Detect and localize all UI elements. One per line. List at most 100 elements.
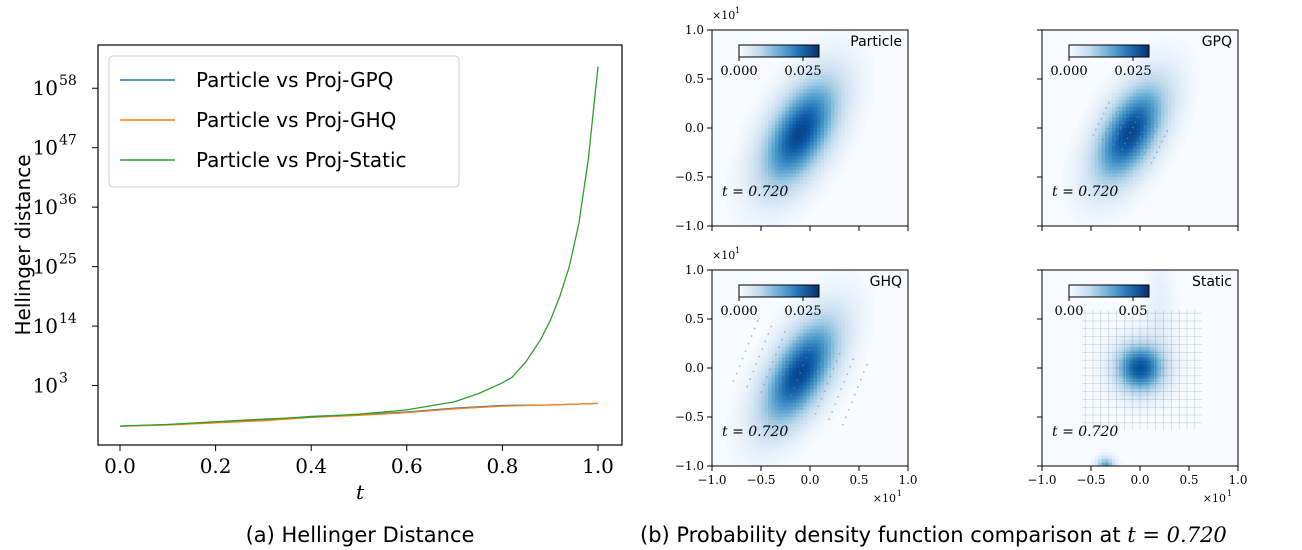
density-cell	[824, 37, 829, 42]
density-cell	[845, 336, 850, 341]
density-cell	[799, 336, 804, 341]
density-cell	[1147, 187, 1152, 192]
density-cell	[806, 82, 811, 87]
density-cell	[747, 357, 752, 362]
density-cell	[743, 371, 748, 376]
density-cell	[1122, 198, 1127, 203]
density-cell	[827, 333, 832, 338]
density-cell	[803, 142, 808, 147]
density-cell	[845, 354, 850, 359]
density-cell	[764, 389, 769, 394]
density-cell	[1157, 96, 1162, 101]
density-cell	[750, 431, 755, 436]
density-cell	[810, 86, 815, 91]
density-cell	[785, 462, 790, 466]
density-cell	[1140, 149, 1145, 154]
density-cell	[803, 100, 808, 105]
density-cell	[789, 96, 794, 101]
x-tick-label: 0.6	[391, 454, 423, 478]
density-cell	[1143, 177, 1148, 182]
density-cell	[1129, 184, 1134, 189]
density-cell	[775, 378, 780, 383]
density-cell	[740, 371, 745, 376]
density-cell	[764, 135, 769, 140]
density-cell	[806, 145, 811, 150]
density-cell	[796, 382, 801, 387]
density-cell	[862, 326, 867, 331]
density-cell	[869, 319, 874, 324]
density-cell	[757, 96, 762, 101]
density-cell	[855, 361, 860, 366]
density-cell	[1112, 357, 1117, 362]
density-cell	[810, 103, 815, 108]
density-cell	[824, 403, 829, 408]
density-cell	[768, 163, 773, 168]
density-cell	[1108, 187, 1113, 192]
density-cell	[750, 462, 755, 466]
density-cell	[782, 149, 787, 154]
density-cell	[740, 459, 745, 464]
density-cell	[754, 385, 759, 390]
density-cell	[782, 117, 787, 122]
density-cell	[1073, 142, 1078, 147]
density-cell	[820, 65, 825, 70]
density-cell	[831, 93, 836, 98]
density-cell	[831, 142, 836, 147]
density-cell	[775, 107, 780, 112]
density-cell	[771, 417, 776, 422]
density-cell	[838, 128, 843, 133]
density-cell	[785, 315, 790, 320]
density-cell	[859, 308, 864, 313]
density-cell	[1157, 40, 1162, 45]
density-cell	[1129, 138, 1134, 143]
hellinger-series-group	[119, 66, 599, 427]
density-cell	[1140, 68, 1145, 73]
density-cell	[1168, 163, 1173, 168]
density-cell	[1175, 117, 1180, 122]
density-cell	[1147, 152, 1152, 157]
density-cell	[1126, 184, 1131, 189]
density-cell	[1175, 103, 1180, 108]
density-cell	[778, 417, 783, 422]
density-cell	[831, 340, 836, 345]
density-cell	[747, 392, 752, 397]
density-cell	[789, 382, 794, 387]
density-cell	[1105, 107, 1110, 112]
density-cell	[1150, 166, 1155, 171]
density-cell	[838, 131, 843, 136]
density-cell	[852, 142, 857, 147]
density-cell	[1094, 455, 1099, 460]
quadrature-node	[1092, 133, 1095, 136]
density-cell	[817, 382, 822, 387]
density-cell	[848, 312, 853, 317]
density-cell	[1182, 58, 1187, 63]
density-cell	[750, 452, 755, 457]
density-cell	[1126, 86, 1131, 91]
density-cell	[820, 191, 825, 196]
density-cell	[834, 375, 839, 380]
density-cell	[747, 159, 752, 164]
density-cell	[1108, 389, 1113, 394]
density-cell	[1189, 114, 1194, 119]
density-cell	[1192, 58, 1197, 63]
density-cell	[1108, 86, 1113, 91]
density-cell	[750, 448, 755, 453]
quadrature-node	[753, 327, 756, 330]
density-cell	[1154, 177, 1159, 182]
quadrature-node	[814, 412, 817, 415]
density-cell	[827, 364, 832, 369]
density-cell	[1192, 86, 1197, 91]
density-cell	[768, 194, 773, 199]
density-cell	[820, 156, 825, 161]
density-cell	[771, 191, 776, 196]
density-cell	[803, 110, 808, 115]
density-cell	[817, 305, 822, 310]
density-cell	[754, 347, 759, 352]
density-cell	[1091, 107, 1096, 112]
density-cell	[820, 273, 825, 278]
density-cell	[817, 65, 822, 70]
quadrature-node	[1155, 151, 1158, 154]
density-cell	[761, 448, 766, 453]
density-cell	[1122, 187, 1127, 192]
density-cell	[1147, 86, 1152, 91]
